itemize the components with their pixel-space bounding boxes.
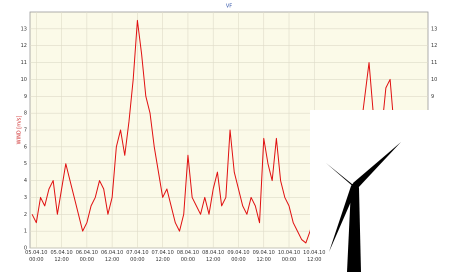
y-tick-label: 11 <box>21 60 27 66</box>
y2-tick-label: 10 <box>431 77 437 83</box>
x-tick-label: 07.04.10 00:00 <box>124 250 150 264</box>
y-tick-label: 3 <box>24 195 27 201</box>
turbine-overlay <box>310 110 449 272</box>
y-tick-label: 13 <box>21 26 27 32</box>
x-tick-label: 07.04.10 12:00 <box>150 250 176 264</box>
x-tick-label: 06.04.10 00:00 <box>74 250 100 264</box>
y-axis-label: WIND [m/s] <box>17 116 23 145</box>
y2-tick-label: 13 <box>431 26 437 32</box>
x-tick-label: 05.04.10 00:00 <box>23 250 49 264</box>
chart-title: VF <box>226 4 232 10</box>
y-tick-label: 12 <box>21 43 27 49</box>
x-tick-label: 06.04.10 12:00 <box>99 250 125 264</box>
x-tick-label: 09.04.10 00:00 <box>225 250 251 264</box>
y-tick-label: 4 <box>24 178 27 184</box>
y-tick-label: 9 <box>24 94 27 100</box>
x-tick-label: 05.04.10 12:00 <box>49 250 75 264</box>
turbine-hub <box>351 183 359 191</box>
x-tick-label: 08.04.10 00:00 <box>175 250 201 264</box>
y-tick-label: 8 <box>24 111 27 117</box>
x-tick-label: 08.04.10 12:00 <box>200 250 226 264</box>
y2-tick-label: 9 <box>431 94 434 100</box>
y-tick-label: 6 <box>24 144 27 150</box>
x-tick-label: 10.04.10 12:00 <box>301 250 327 264</box>
y-tick-label: 2 <box>24 212 27 218</box>
y2-tick-label: 11 <box>431 60 437 66</box>
x-tick-label: 09.04.10 12:00 <box>251 250 277 264</box>
screenshot: VF WIND [m/s] 00112233445566778899101011… <box>0 0 449 272</box>
y-tick-label: 5 <box>24 161 27 167</box>
y-tick-label: 1 <box>24 229 27 235</box>
y-tick-label: 7 <box>24 128 27 134</box>
chart: VF WIND [m/s] 00112233445566778899101011… <box>0 0 449 272</box>
y-tick-label: 10 <box>21 77 27 83</box>
y2-tick-label: 12 <box>431 43 437 49</box>
x-tick-label: 10.04.10 00:00 <box>276 250 302 264</box>
